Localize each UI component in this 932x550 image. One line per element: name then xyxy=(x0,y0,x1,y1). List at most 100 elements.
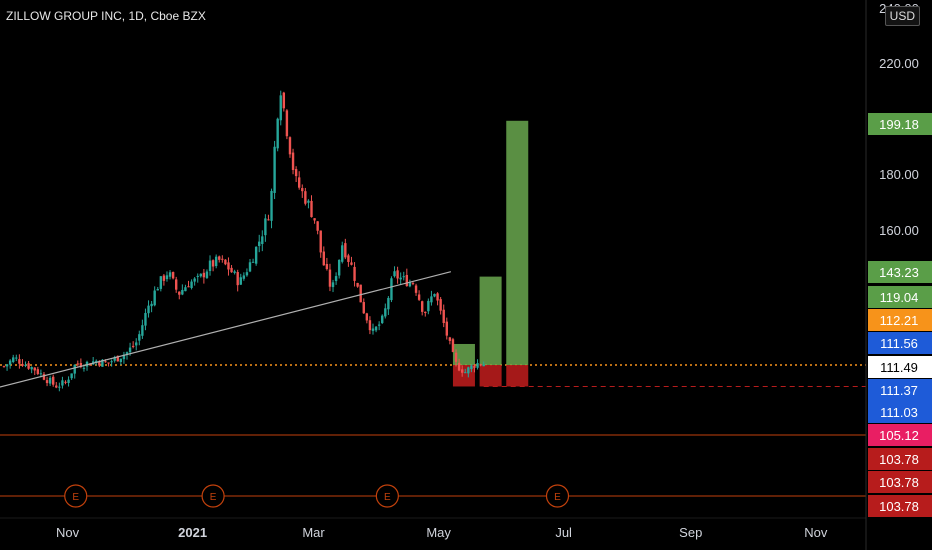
candle-body xyxy=(199,273,202,277)
candle-body xyxy=(436,293,439,301)
candle-body xyxy=(344,243,347,258)
candle-body xyxy=(48,377,52,384)
candle-body xyxy=(8,360,12,365)
candle-body xyxy=(24,364,27,366)
candle-body xyxy=(125,352,129,355)
candle-body xyxy=(18,359,21,364)
candle-body xyxy=(153,290,156,306)
candle-body xyxy=(42,374,46,380)
candle-body xyxy=(298,177,301,188)
time-tick-label: May xyxy=(426,525,451,540)
candle-body xyxy=(476,363,479,368)
candle-body xyxy=(350,262,353,265)
candle-body xyxy=(101,359,104,367)
candle-body xyxy=(285,110,289,137)
candle-body xyxy=(39,373,43,375)
candle-body xyxy=(227,262,230,270)
time-axis: Nov 2021 Mar May Jul Sep Nov xyxy=(0,517,866,540)
candle-body xyxy=(408,282,412,287)
price-tag-label: 143.23 xyxy=(879,265,919,280)
price-tag-label: 199.18 xyxy=(879,117,919,132)
candle-body xyxy=(414,285,418,293)
earnings-icon[interactable] xyxy=(545,484,570,508)
price-tag-label: 111.49 xyxy=(880,360,918,375)
candle-body xyxy=(328,269,332,287)
earnings-icon[interactable] xyxy=(64,484,88,508)
earnings-label: E xyxy=(554,492,561,503)
candle-body xyxy=(445,321,448,336)
candle-body xyxy=(433,293,436,297)
price-tag-label: 111.37 xyxy=(880,383,918,398)
candle-body xyxy=(168,272,172,277)
candle-body xyxy=(365,313,369,321)
candle-body xyxy=(273,146,276,193)
candle-body xyxy=(27,363,30,369)
candle-body xyxy=(291,152,295,170)
candle-body xyxy=(427,300,430,312)
candle-body xyxy=(221,258,224,260)
candle-body xyxy=(21,363,24,366)
earnings-icon[interactable] xyxy=(201,484,225,508)
candle-body xyxy=(171,272,175,279)
candle-body xyxy=(156,288,159,291)
candle-body xyxy=(187,286,190,288)
candle-body xyxy=(377,324,381,326)
candle-body xyxy=(150,303,153,307)
candle-body xyxy=(316,221,319,231)
candle-body xyxy=(113,357,116,361)
candle-body xyxy=(61,380,64,386)
support-trendline[interactable] xyxy=(0,271,452,389)
price-tag-label: 112.21 xyxy=(880,313,919,328)
candle-body xyxy=(184,287,187,292)
candle-body xyxy=(79,362,83,367)
candle-body xyxy=(214,256,218,267)
candle-body xyxy=(387,297,390,310)
candle-body xyxy=(417,294,421,300)
candle-body xyxy=(242,275,246,279)
candle-body xyxy=(430,296,433,303)
candle-body xyxy=(421,301,424,312)
candle-body xyxy=(70,373,73,379)
candle-body xyxy=(254,246,258,264)
candle-body xyxy=(473,366,476,368)
candle-body xyxy=(110,361,113,363)
price-tag-label: 119.04 xyxy=(880,290,919,305)
candle-body xyxy=(98,361,101,366)
candle-body xyxy=(451,339,455,352)
candle-body xyxy=(76,363,79,365)
candle-body xyxy=(218,256,221,260)
candle-body xyxy=(104,361,107,363)
candle-body xyxy=(470,365,473,370)
candle-body xyxy=(307,200,310,203)
level-lines xyxy=(0,364,866,497)
price-tag xyxy=(868,356,932,378)
candle-body xyxy=(288,137,292,155)
earnings-icon[interactable] xyxy=(375,484,399,508)
candle-body xyxy=(12,357,15,362)
candle-body xyxy=(362,302,365,314)
price-tag xyxy=(868,286,932,308)
earnings-label: E xyxy=(384,492,391,503)
candle-body xyxy=(457,362,461,371)
price-tag-label: 103.78 xyxy=(879,499,919,514)
candle-body xyxy=(371,328,375,331)
price-tag xyxy=(868,113,932,135)
candle-body xyxy=(128,347,132,353)
candle-body xyxy=(193,278,196,282)
candle-body xyxy=(439,299,442,311)
candle-body xyxy=(279,95,282,121)
price-tag xyxy=(868,261,932,283)
price-tag-label: 111.56 xyxy=(880,336,918,351)
chart-title: ZILLOW GROUP INC, 1D, Cboe BZX xyxy=(6,9,206,23)
stop-bar xyxy=(506,365,529,387)
candle-body xyxy=(208,260,212,271)
currency-button[interactable]: USD xyxy=(884,6,920,26)
candle-body xyxy=(390,278,393,301)
candle-body xyxy=(405,274,409,287)
candle-body xyxy=(368,320,372,331)
target-bar xyxy=(506,120,529,365)
candle-body xyxy=(162,275,166,281)
candle-body xyxy=(460,369,464,373)
target-bars xyxy=(452,120,529,387)
